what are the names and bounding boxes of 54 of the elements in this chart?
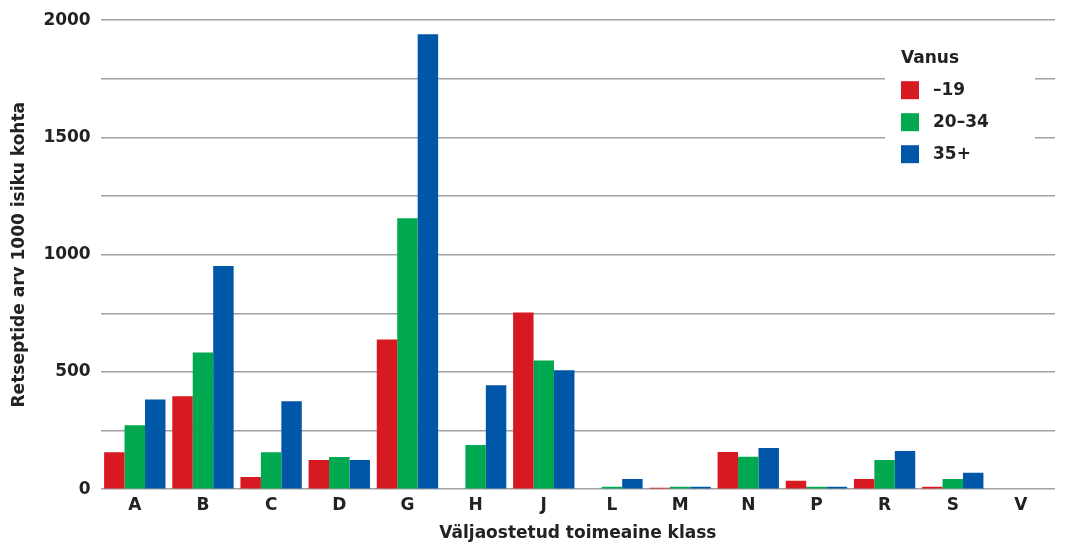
x-tick-label: N	[741, 493, 756, 514]
bar	[349, 459, 370, 489]
x-tick-label: C	[264, 493, 278, 514]
x-tick-label: H	[468, 493, 483, 514]
bar	[376, 339, 398, 489]
bar	[281, 401, 302, 489]
bar	[308, 459, 330, 489]
legend-title: Vanus	[901, 46, 960, 67]
y-tick-label: 500	[55, 360, 91, 381]
bar	[192, 352, 214, 489]
x-tick-label: D	[332, 493, 347, 514]
bar	[962, 472, 984, 489]
bar	[145, 399, 166, 489]
x-axis-title: Väljaostetud toimeaine klass	[439, 522, 717, 543]
x-tick-label: P	[810, 493, 823, 514]
bar	[329, 457, 350, 489]
bar	[533, 360, 554, 489]
x-tick-label: A	[128, 493, 143, 514]
bar	[894, 450, 916, 489]
y-tick-label: 2000	[43, 8, 91, 29]
x-tick-label: G	[400, 493, 415, 514]
bar	[513, 312, 534, 489]
y-tick-label: 1000	[43, 243, 91, 264]
x-tick-label: J	[539, 493, 547, 514]
bar	[260, 452, 282, 489]
bar	[485, 385, 507, 489]
bar	[172, 396, 193, 489]
x-tick-label: S	[946, 493, 959, 514]
legend-label: 20–34	[933, 110, 989, 131]
y-tick-label: 1500	[43, 125, 91, 146]
x-tick-label: V	[1014, 493, 1029, 514]
y-axis-title: Retseptide arv 1000 isiku kohta	[7, 101, 28, 408]
bar	[622, 478, 643, 489]
bar	[397, 218, 418, 489]
bar	[104, 452, 125, 489]
bar	[465, 445, 486, 489]
bar	[758, 447, 779, 489]
legend-label: 35+	[933, 142, 971, 163]
bar	[874, 459, 895, 489]
bar	[240, 477, 261, 489]
y-tick-label: 0	[78, 477, 91, 498]
bar	[417, 34, 439, 489]
bar	[853, 478, 875, 489]
legend-label: –19	[933, 78, 966, 99]
bar	[213, 265, 234, 489]
x-tick-label: B	[196, 493, 210, 514]
x-tick-label: R	[878, 493, 892, 514]
bar	[554, 370, 575, 489]
x-tick-label: L	[606, 493, 618, 514]
x-tick-label: M	[671, 493, 689, 514]
bar	[717, 451, 739, 489]
bar	[124, 425, 146, 489]
bar	[738, 456, 759, 489]
bar	[942, 478, 963, 489]
